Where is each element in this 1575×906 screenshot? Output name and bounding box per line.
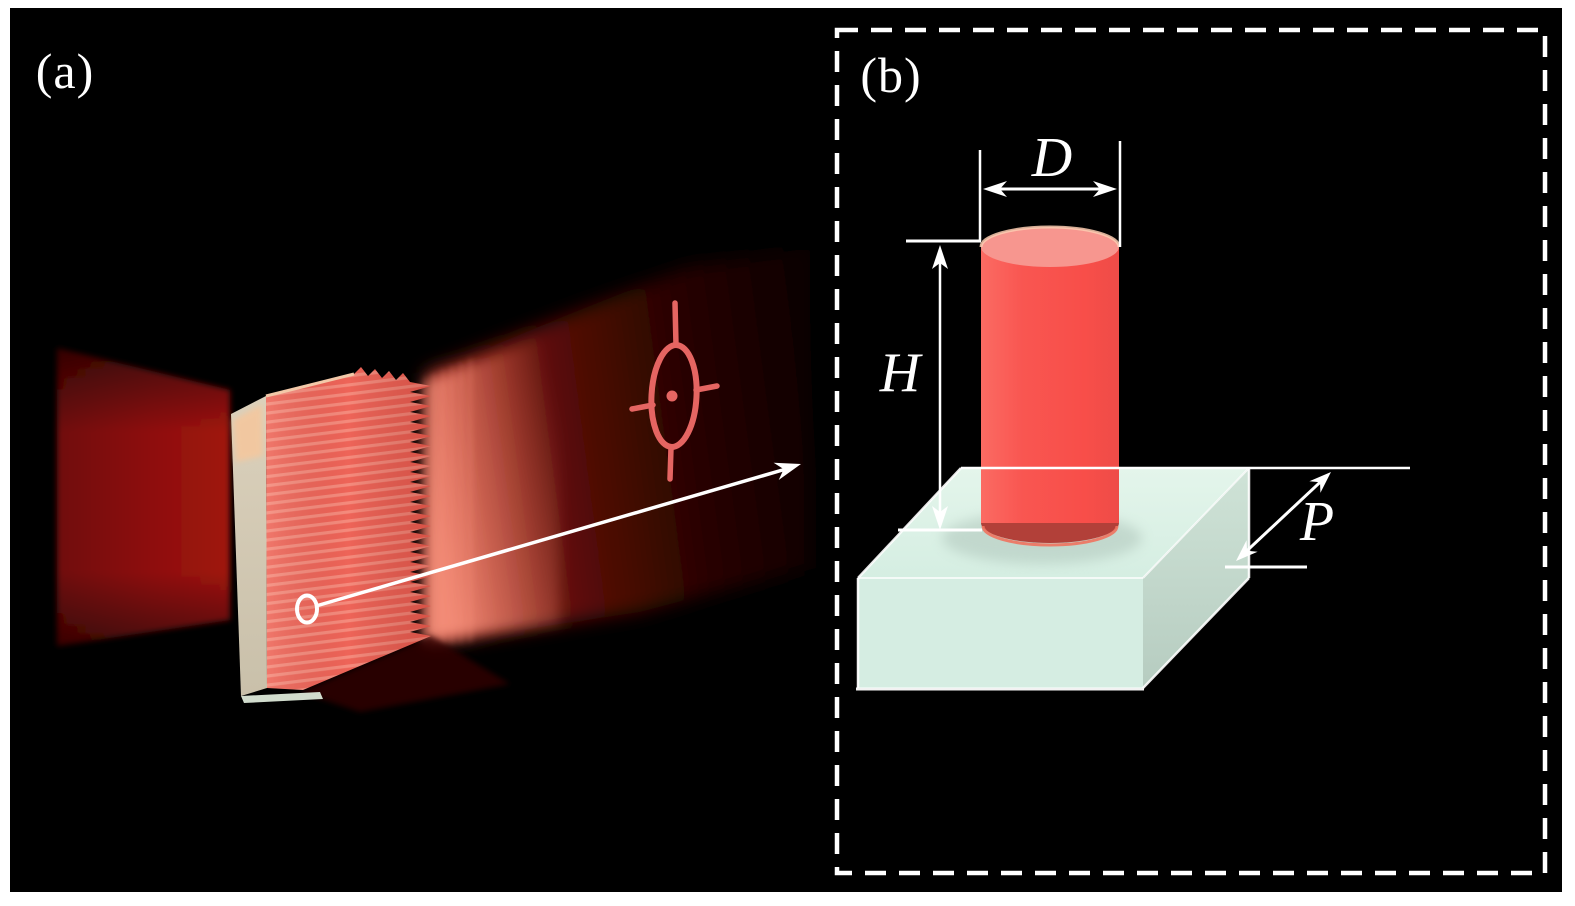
period-dimension [961, 466, 1410, 569]
diameter-label: D [1031, 127, 1073, 189]
slab-side-face [231, 396, 267, 696]
substrate-edge-highlights [856, 467, 1251, 691]
beam-origin-marker [295, 593, 319, 625]
slab-side-highlight [233, 404, 263, 462]
panel-a-label: (a) [35, 43, 95, 99]
nanopillar-body [981, 247, 1119, 523]
slab-face-shading [266, 367, 431, 690]
propagation-arrow-shaft [315, 467, 787, 608]
target-reticle-icon [629, 300, 720, 482]
nanopillar-top-rim [979, 225, 1121, 248]
substrate-front-face [858, 578, 1143, 688]
nanopillar [942, 225, 1142, 564]
nanopillar-bottom-rim [981, 525, 1119, 547]
panel-b-label: (b) [860, 47, 922, 103]
height-dimension [898, 239, 982, 532]
panel-b-dashed-border [834, 27, 1548, 876]
nanopillar-top-face [981, 227, 1119, 267]
slab-shadow [300, 636, 510, 712]
height-label: H [879, 342, 921, 404]
diffraction-fringes [424, 358, 472, 646]
reticle-tick-top [672, 300, 679, 348]
reticle-center-dot [666, 390, 678, 402]
substrate-right-face [1143, 468, 1249, 688]
propagation-arrowhead [773, 462, 801, 480]
incident-beam-edge-shading [57, 348, 230, 646]
nanopillar-bottom-cap [981, 523, 1119, 543]
reticle-tick-bottom [667, 445, 674, 482]
incident-laser-beam [57, 348, 230, 646]
slab-top-edge-highlight [265, 372, 355, 398]
propagation-arrow [315, 462, 801, 608]
diameter-dimension [978, 141, 1122, 247]
panel-b [834, 27, 1548, 876]
dimension-annotations [898, 141, 1410, 569]
period-label: P [1299, 491, 1335, 553]
metasurface-slab [231, 367, 510, 712]
reticle-tick-left [629, 402, 656, 412]
slab-bottom-edge [241, 692, 323, 703]
reticle-tick-right [693, 383, 720, 393]
panel-a [57, 248, 810, 712]
